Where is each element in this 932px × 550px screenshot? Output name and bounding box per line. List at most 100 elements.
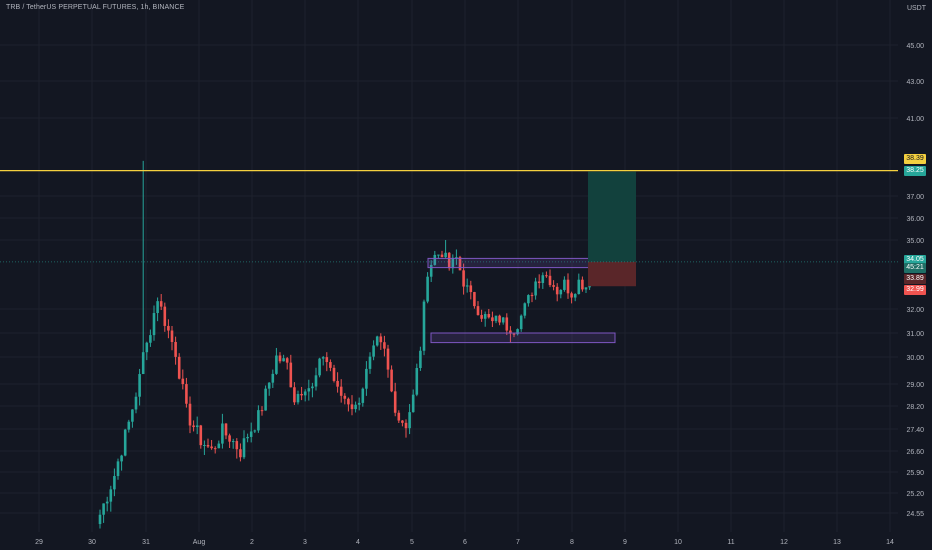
price-tick-label: 41.00 <box>906 116 924 123</box>
stop-loss-area <box>588 261 636 287</box>
candle-body <box>408 412 411 429</box>
candle-body <box>293 387 296 403</box>
currency-label: USDT <box>906 5 926 12</box>
candle-body <box>174 341 177 357</box>
candle-body <box>534 281 537 296</box>
candle-body <box>264 388 267 411</box>
candle-body <box>267 382 271 389</box>
candle-body <box>404 422 408 429</box>
price-tick-label: 28.20 <box>906 404 924 411</box>
price-tag: 33.89 <box>904 274 926 284</box>
price-tick-label: 29.00 <box>906 382 924 389</box>
candle-body <box>260 410 264 412</box>
candle-body <box>516 329 519 335</box>
candle-body <box>221 423 224 444</box>
candle-body <box>465 285 469 287</box>
candle-body <box>105 501 109 504</box>
price-tick-label: 24.55 <box>906 511 924 518</box>
candle-body <box>361 388 365 403</box>
price-tick-label: 25.20 <box>906 491 924 498</box>
demand-zone <box>430 332 616 344</box>
candle-body <box>231 441 235 443</box>
candle-body <box>537 281 541 283</box>
candle-body <box>195 425 199 428</box>
candle-body <box>559 289 563 295</box>
time-tick-label: 3 <box>303 539 307 546</box>
candle-body <box>127 421 131 430</box>
candle-body <box>336 380 339 387</box>
candle-body <box>318 358 321 376</box>
candle-body <box>156 301 159 314</box>
candle-body <box>188 403 192 426</box>
candle-body <box>181 378 185 385</box>
candle-body <box>303 391 307 396</box>
candle-body <box>347 398 350 405</box>
candle-body <box>152 313 156 336</box>
candle-body <box>584 287 588 290</box>
candle-body <box>289 362 293 388</box>
candle-body <box>131 409 134 422</box>
candle-body <box>494 315 498 322</box>
candle-body <box>167 325 170 331</box>
candle-body <box>383 342 386 349</box>
candle-body <box>419 350 422 369</box>
candle-body <box>469 285 473 293</box>
candle-body <box>541 275 545 283</box>
candle-body <box>390 369 393 392</box>
candle-body <box>393 391 397 413</box>
time-tick-label: 6 <box>463 539 467 546</box>
candle-body <box>109 489 113 502</box>
candle-body <box>159 301 163 307</box>
candle-body <box>491 317 494 322</box>
price-tag: 45:21 <box>904 263 926 273</box>
candle-body <box>440 254 444 258</box>
candle-body <box>149 335 152 343</box>
time-tick-label: 5 <box>410 539 414 546</box>
price-tag: 32.99 <box>904 285 926 295</box>
candle-body <box>213 448 217 450</box>
candle-body <box>523 303 527 316</box>
candle-body <box>239 449 242 458</box>
price-tick-label: 35.00 <box>906 238 924 245</box>
candle-body <box>487 314 491 318</box>
candle-body <box>447 252 451 269</box>
candle-body <box>339 386 343 396</box>
candle-body <box>271 373 275 383</box>
time-tick-label: 14 <box>886 539 894 546</box>
candle-body <box>444 252 447 258</box>
candle-body <box>437 254 440 256</box>
time-tick-label: 30 <box>88 539 96 546</box>
price-tick-label: 45.00 <box>906 43 924 50</box>
candle-body <box>566 279 570 294</box>
candle-body <box>552 285 555 287</box>
candle-body <box>401 420 404 423</box>
chart-title: TRB / TetherUS PERPETUAL FUTURES, 1h, BI… <box>6 4 185 11</box>
candle-body <box>581 279 584 290</box>
price-tag: 34.05 <box>904 255 926 265</box>
price-tick-label: 26.60 <box>906 449 924 456</box>
candle-body <box>285 358 289 363</box>
candle-body <box>307 388 311 392</box>
candle-body <box>102 503 105 515</box>
candle-body <box>451 257 455 269</box>
candle-body <box>375 336 379 346</box>
candle-body <box>123 429 127 456</box>
candle-body <box>185 384 188 404</box>
candle-body <box>228 435 231 442</box>
candle-body <box>455 257 458 259</box>
time-tick-label: 12 <box>780 539 788 546</box>
candle-body <box>116 461 120 477</box>
candle-body <box>379 336 383 343</box>
candle-body <box>98 514 102 525</box>
take-profit-area <box>588 171 636 262</box>
candle-body <box>397 412 401 421</box>
candle-body <box>253 430 257 432</box>
candle-body <box>177 356 181 379</box>
candle-body <box>217 443 221 449</box>
candle-body <box>462 270 465 287</box>
candle-body <box>134 396 138 410</box>
candle-body <box>141 352 145 375</box>
candle-body <box>555 286 559 295</box>
